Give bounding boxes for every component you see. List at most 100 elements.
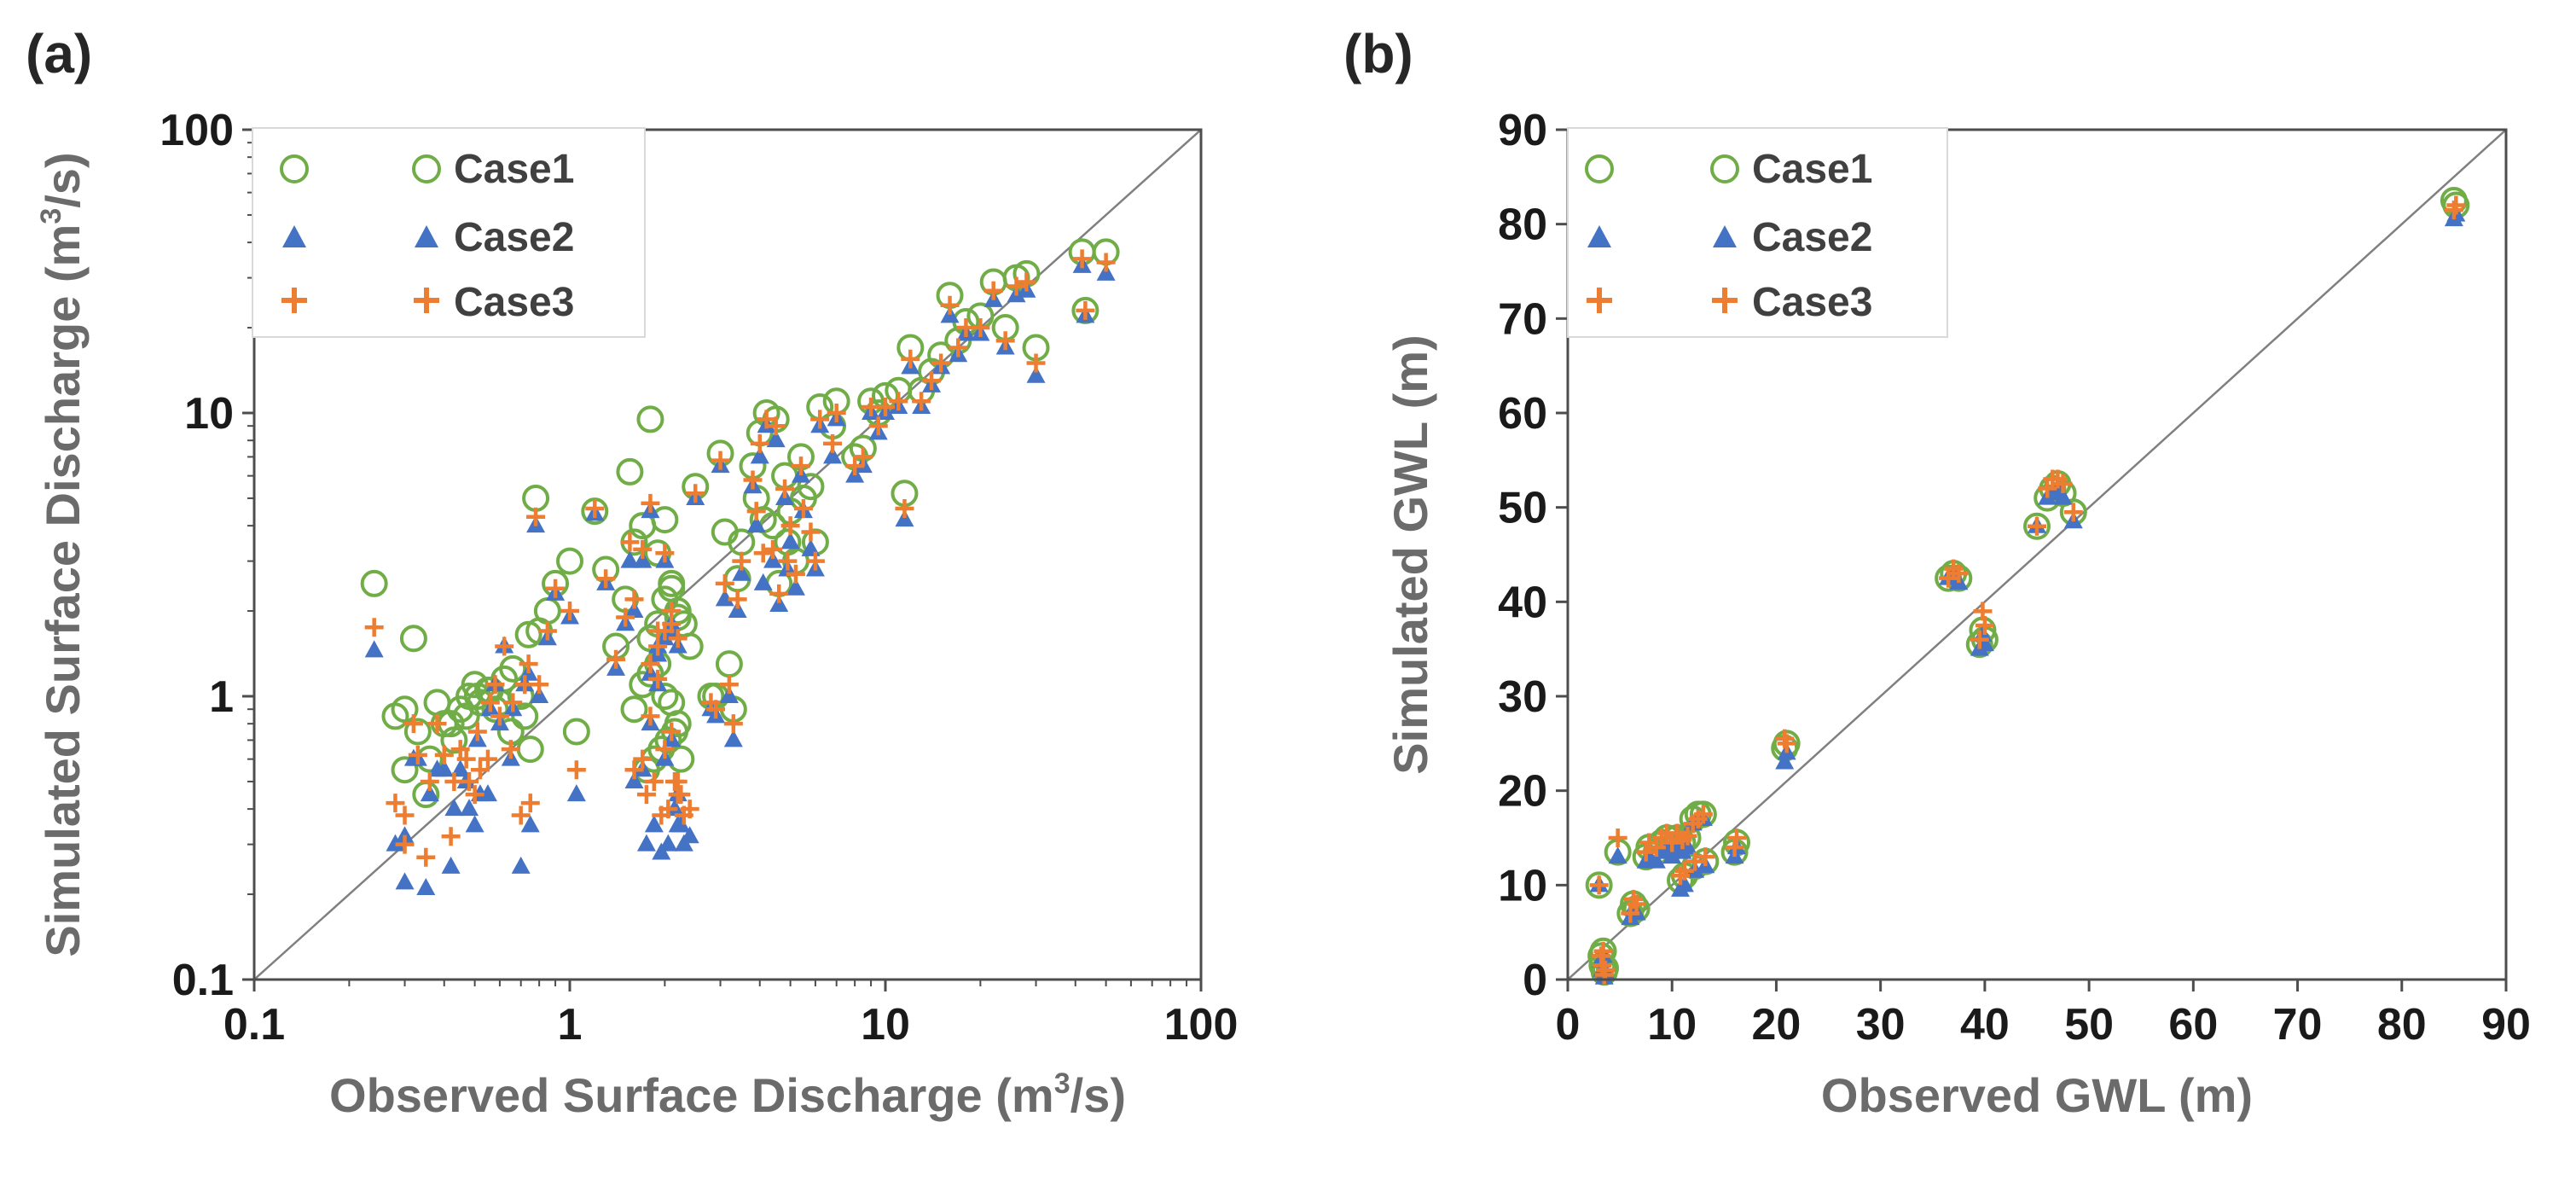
point-case3	[805, 551, 825, 571]
point-case2	[620, 550, 640, 568]
point-case3	[420, 771, 439, 791]
y-tick-label: 20	[1498, 767, 1547, 817]
point-case2	[823, 446, 843, 464]
point-case1	[664, 710, 692, 738]
point-case2	[1678, 837, 1697, 855]
point-case1	[499, 654, 527, 683]
legend-case2-symbol-b	[1587, 225, 1611, 247]
point-case3	[922, 371, 942, 391]
y-tick-label: 0.1	[172, 956, 234, 1005]
x-tick-label: 1	[558, 1000, 583, 1050]
point-case2	[766, 430, 786, 448]
point-case3	[1593, 941, 1613, 961]
point-case1	[620, 695, 648, 724]
plot-frame-b	[1566, 128, 2508, 981]
y-axis-label-b-main: Simulated GWL (m)	[1384, 334, 1437, 774]
point-case3	[1076, 300, 1095, 320]
legend-case3-symbol-b2	[1712, 288, 1738, 313]
point-case3	[912, 392, 931, 411]
point-case2	[434, 759, 454, 777]
y-axis-label-a-sup: 3	[35, 208, 67, 224]
point-case3	[889, 392, 908, 411]
point-case3	[1596, 960, 1615, 980]
point-case3	[786, 564, 805, 584]
point-case3	[596, 569, 616, 589]
legend-case3-label-b: Case3	[1752, 280, 1872, 325]
point-case2	[465, 815, 484, 833]
point-case3	[1017, 272, 1036, 292]
point-case3	[655, 544, 675, 563]
point-case1	[360, 569, 388, 597]
point-case3	[662, 722, 682, 741]
point-case3	[395, 834, 415, 854]
point-case3	[530, 675, 549, 695]
point-case2	[680, 826, 699, 844]
point-case3	[456, 749, 476, 769]
point-case2	[763, 550, 783, 568]
point-case1	[1585, 871, 1613, 899]
point-case2	[780, 532, 800, 549]
point-case2	[728, 601, 747, 619]
x-tick-label: 10	[1647, 1000, 1697, 1050]
point-case3	[526, 507, 546, 526]
point-case3	[827, 404, 846, 422]
point-case1	[1689, 800, 1717, 829]
legend-case3-symbol-b	[1587, 288, 1612, 313]
point-case3	[520, 794, 540, 813]
point-case2	[636, 834, 656, 852]
point-case2	[530, 686, 549, 703]
point-case3	[395, 805, 415, 825]
y-tick-label: 10	[1498, 861, 1547, 910]
legend-case1-symbol-a	[280, 154, 309, 183]
point-case3	[490, 706, 509, 726]
point-case3	[1685, 852, 1705, 871]
legend-case2-symbol-a	[282, 225, 306, 247]
point-case2	[1608, 846, 1627, 864]
point-case3	[1939, 568, 1958, 588]
point-case1	[481, 695, 509, 724]
x-tick-label: 60	[2168, 1000, 2218, 1050]
point-case2	[478, 784, 497, 802]
point-case1	[516, 736, 544, 764]
y-axis-label-a: Simulated Surface Discharge (m3/s)	[35, 152, 90, 957]
point-case1	[715, 650, 743, 678]
point-case3	[778, 551, 798, 571]
legend-case3-label-a: Case3	[454, 280, 574, 325]
point-case3	[546, 579, 566, 598]
point-case3	[1662, 833, 1682, 852]
x-axis-label-b: Observed GWL (m)	[1821, 1068, 2253, 1122]
point-case3	[560, 602, 579, 621]
point-case3	[585, 498, 605, 518]
legend-a: Case1 Case2 Case3	[252, 127, 646, 338]
x-axis-label-a-sup: 3	[1054, 1067, 1070, 1100]
point-case2	[1646, 851, 1666, 869]
point-case3	[931, 353, 951, 373]
point-case3	[680, 800, 699, 819]
legend-box-a	[252, 127, 646, 338]
point-case3	[537, 621, 557, 641]
x-axis-label-b-main: Observed GWL (m)	[1821, 1068, 2253, 1122]
point-case2	[520, 815, 540, 833]
point-case3	[470, 760, 490, 780]
point-case2	[386, 834, 405, 852]
point-case3	[763, 539, 783, 559]
point-case1	[399, 625, 427, 653]
point-case3	[624, 590, 644, 609]
point-case3	[1725, 838, 1744, 858]
point-case3	[793, 498, 813, 518]
point-case1	[562, 718, 590, 746]
point-case2	[395, 872, 415, 890]
y-axis-label-a-main: Simulated Surface Discharge (m	[36, 224, 90, 957]
point-case3	[1646, 838, 1666, 858]
point-case3	[728, 590, 747, 609]
point-case2	[719, 686, 739, 703]
point-case3	[641, 654, 660, 674]
point-case1	[651, 683, 679, 710]
point-case3	[753, 544, 773, 563]
point-case3	[2038, 479, 2057, 498]
y-axis-label-b: Simulated GWL (m)	[1384, 334, 1437, 774]
point-case3	[1693, 805, 1713, 824]
point-case3	[1678, 826, 1697, 846]
point-case3	[1970, 630, 1989, 649]
point-case3	[775, 479, 795, 498]
